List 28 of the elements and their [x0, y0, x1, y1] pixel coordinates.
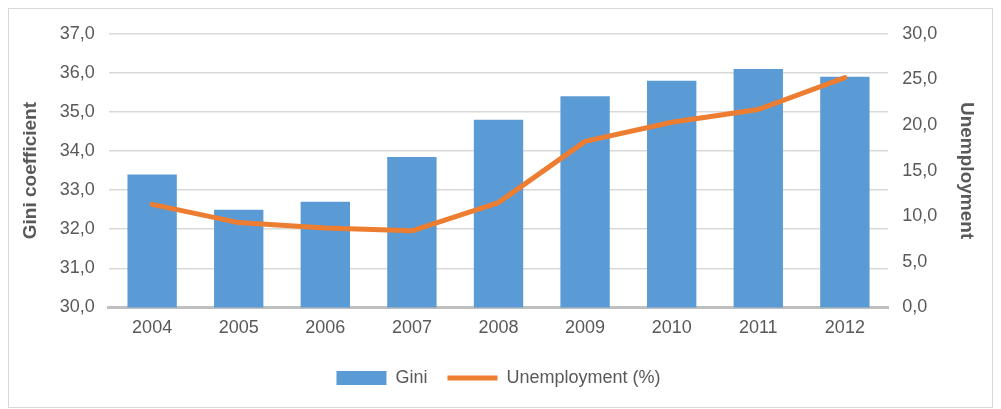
y2-tick-label: 10,0: [902, 205, 938, 226]
y2-tick-label: 0,0: [902, 296, 928, 317]
x-tick-label: 2011: [738, 317, 778, 338]
y-tick-label: 32,0: [59, 218, 95, 239]
y2-tick-label: 5,0: [902, 250, 928, 271]
y-axis-title: Gini coefficient: [18, 101, 40, 240]
y-tick-label: 34,0: [59, 140, 95, 161]
y2-tick-label: 20,0: [902, 113, 938, 134]
y-tick-label: 36,0: [59, 61, 95, 82]
y-tick-label: 33,0: [59, 179, 95, 200]
y-tick-label: 30,0: [59, 296, 95, 317]
legend-label: Gini: [395, 366, 428, 387]
y-tick-label: 35,0: [59, 100, 95, 121]
x-tick-label: 2009: [565, 317, 606, 338]
x-tick-label: 2007: [391, 317, 432, 338]
x-tick-label: 2004: [132, 317, 173, 338]
y2-tick-label: 25,0: [902, 68, 938, 89]
x-tick-label: 2006: [305, 317, 346, 338]
y2-axis-title: Unemployment: [957, 101, 979, 240]
y2-tick-label: 30,0: [902, 22, 938, 43]
y-tick-label: 37,0: [59, 22, 95, 43]
x-tick-label: 2005: [218, 317, 259, 338]
legend-label: Unemployment (%): [506, 366, 661, 387]
y-tick-label: 31,0: [59, 257, 95, 278]
x-tick-label: 2008: [478, 317, 519, 338]
x-tick-label: 2012: [824, 317, 865, 338]
x-tick-label: 2010: [651, 317, 692, 338]
y2-tick-label: 15,0: [902, 159, 938, 180]
